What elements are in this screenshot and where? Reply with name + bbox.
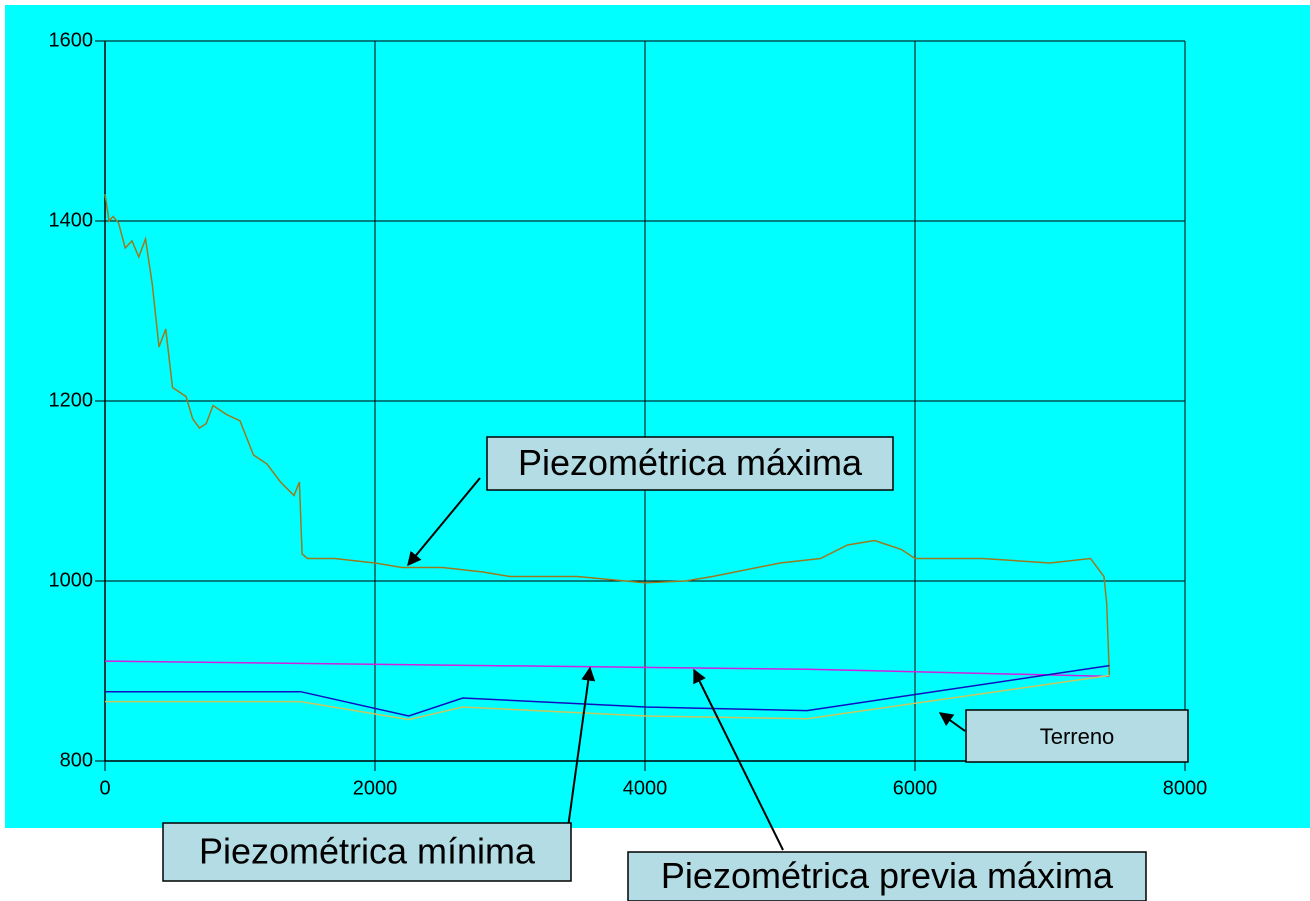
arrow xyxy=(407,477,481,567)
chart-background xyxy=(5,5,1310,828)
arrow xyxy=(938,712,966,732)
y-tick-label: 1200 xyxy=(49,389,94,411)
annotation-box xyxy=(627,851,1147,901)
annotation-label: Terreno xyxy=(1040,724,1115,749)
plot: 800 1000 1200 1400 1600 0 2000 4000 6000 8000 xyxy=(49,29,1208,799)
annotation-box xyxy=(162,822,572,882)
series-line xyxy=(105,674,1110,721)
series-line xyxy=(104,193,1111,676)
x-tick-label: 4000 xyxy=(623,777,668,799)
y-tick-label: 1000 xyxy=(49,569,94,591)
y-tick-label: 1400 xyxy=(49,209,94,231)
x-tick-label: 2000 xyxy=(353,777,398,799)
arrow xyxy=(693,668,784,851)
y-tick-label: 800 xyxy=(60,749,93,771)
annotation-label: Piezométrica mínima xyxy=(199,831,536,872)
annotation-box xyxy=(486,436,894,491)
x-tick-label: 8000 xyxy=(1163,777,1208,799)
annotation-label: Piezométrica previa máxima xyxy=(661,855,1114,896)
annotation-box xyxy=(965,709,1189,763)
x-tick-label: 0 xyxy=(99,777,110,799)
y-tick-label: 1600 xyxy=(49,29,94,51)
x-tick-label: 6000 xyxy=(893,777,938,799)
arrow xyxy=(565,666,596,843)
series-line xyxy=(104,660,1110,678)
annotation-label: Piezométrica máxima xyxy=(518,442,863,483)
series-line xyxy=(105,664,1110,717)
